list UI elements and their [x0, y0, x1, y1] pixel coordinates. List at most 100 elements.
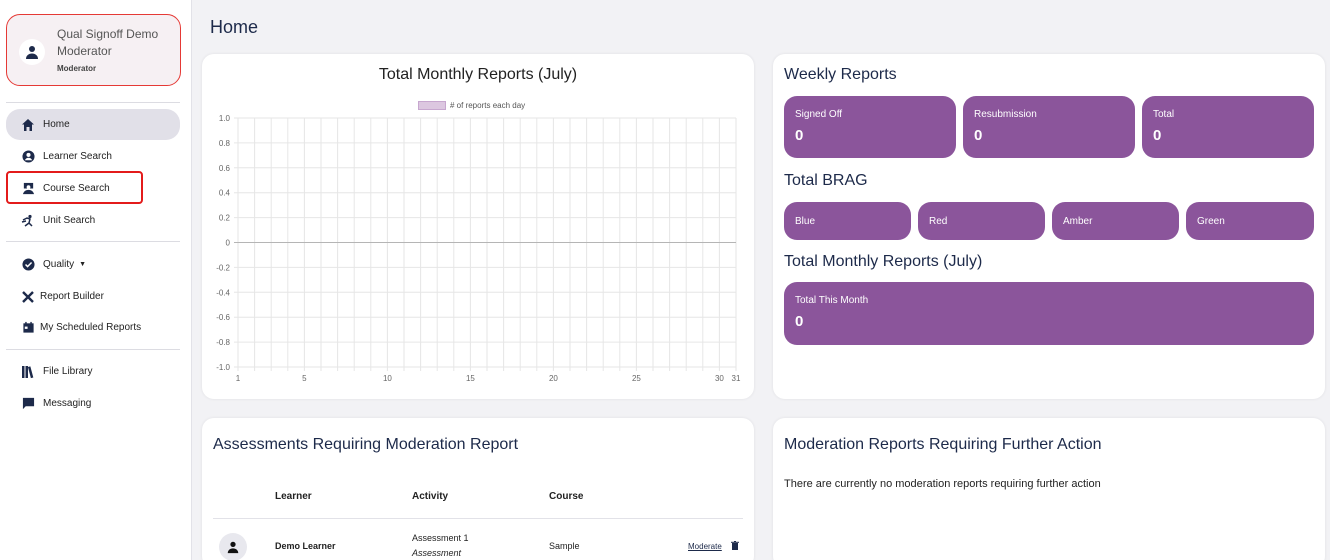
brag-amber[interactable]: Amber	[1052, 202, 1179, 240]
y-tick-label: -0.4	[216, 288, 230, 297]
unit-icon	[20, 213, 36, 229]
sidebar-item-label: Course Search	[43, 183, 110, 194]
stat-label: Signed Off	[795, 109, 843, 120]
sidebar-divider	[6, 241, 180, 242]
y-tick-label: 0.6	[219, 164, 231, 173]
y-tick-label: -1.0	[216, 363, 230, 372]
stat-label: Total	[1153, 109, 1175, 120]
user-role: Moderator	[57, 64, 97, 73]
brag-blue[interactable]: Blue	[784, 202, 911, 240]
delete-icon[interactable]	[731, 541, 739, 552]
sidebar-item-messaging[interactable]: Messaging	[6, 388, 180, 419]
moderation-title: Moderation Reports Requiring Further Act…	[784, 436, 1102, 453]
y-tick-label: 0.4	[219, 189, 231, 198]
sidebar-item-label: Report Builder	[40, 291, 104, 302]
sidebar-divider	[6, 102, 180, 103]
sidebar-item-label: File Library	[43, 366, 93, 377]
stat-value: 0	[1153, 127, 1162, 144]
x-tick-label: 31	[732, 374, 741, 383]
monthly-total-stat[interactable]: Total This Month 0	[784, 282, 1314, 345]
x-tick-label: 10	[383, 374, 392, 383]
weekly-reports-card: Weekly Reports Signed Off 0 Resubmission…	[773, 54, 1325, 399]
sidebar-item-learner-search[interactable]: Learner Search	[6, 141, 180, 172]
monthly-reports-chart: 1.00.80.60.40.20-0.2-0.4-0.6-0.8-1.01 5 10…	[216, 114, 741, 383]
x-tick-label: 15	[466, 374, 475, 383]
weekly-reports-title: Weekly Reports	[784, 66, 897, 83]
check-circle-icon	[20, 257, 36, 273]
sidebar-item-file-library[interactable]: File Library	[6, 356, 180, 387]
calendar-icon	[20, 320, 36, 336]
activity-name: Assessment 1	[412, 533, 469, 543]
sidebar-item-label: Unit Search	[43, 215, 96, 226]
sidebar-item-home[interactable]: Home	[6, 109, 180, 140]
home-icon	[20, 117, 36, 133]
x-tick-label: 1	[236, 374, 241, 383]
assessments-card: Assessments Requiring Moderation Report …	[202, 418, 754, 560]
signed-off-stat[interactable]: Signed Off 0	[784, 96, 956, 158]
sidebar-item-label: My Scheduled Reports	[40, 322, 142, 333]
sidebar-item-quality[interactable]: Quality ▼	[6, 249, 180, 280]
course-name: Sample	[549, 541, 580, 551]
stat-value: 0	[974, 127, 983, 144]
stat-label: Resubmission	[974, 109, 1037, 120]
total-stat[interactable]: Total 0	[1142, 96, 1314, 158]
user-profile-card[interactable]: Qual Signoff Demo Moderator Moderator	[6, 14, 181, 86]
sidebar: Qual Signoff Demo Moderator Moderator Ho…	[0, 0, 192, 560]
sidebar-item-label: Learner Search	[43, 151, 112, 162]
y-tick-label: -0.8	[216, 338, 230, 347]
column-header-activity[interactable]: Activity	[412, 491, 449, 502]
user-icon	[19, 39, 45, 65]
resubmission-stat[interactable]: Resubmission 0	[963, 96, 1135, 158]
moderation-reports-card: Moderation Reports Requiring Further Act…	[773, 418, 1325, 560]
moderate-link[interactable]: Moderate	[688, 542, 722, 551]
chart-title: Total Monthly Reports (July)	[378, 66, 578, 83]
account-circle-icon	[20, 149, 36, 165]
stat-value: 0	[795, 313, 804, 330]
column-header-course[interactable]: Course	[549, 491, 584, 502]
total-brag-title: Total BRAG	[784, 172, 868, 189]
page-title: Home	[210, 17, 259, 37]
sidebar-divider	[6, 349, 180, 350]
stat-label: Total This Month	[795, 295, 869, 306]
activity-type: Assessment	[412, 548, 462, 558]
brag-green[interactable]: Green	[1186, 202, 1314, 240]
assessments-title: Assessments Requiring Moderation Report	[213, 436, 519, 453]
y-tick-label: -0.6	[216, 313, 230, 322]
sidebar-item-label: Messaging	[43, 398, 92, 409]
highlight-box	[6, 171, 143, 204]
user-name: Qual Signoff Demo Moderator	[57, 27, 159, 58]
legend-label: # of reports each day	[450, 101, 526, 110]
brag-red[interactable]: Red	[918, 202, 1045, 240]
sidebar-item-unit-search[interactable]: Unit Search	[6, 205, 180, 236]
sidebar-item-scheduled-reports[interactable]: My Scheduled Reports	[6, 312, 180, 343]
message-icon	[20, 396, 36, 412]
stat-value: 0	[795, 127, 804, 144]
sidebar-item-report-builder[interactable]: Report Builder	[6, 281, 180, 312]
monthly-reports-chart-card: 1.0 0.8 0.6 0.4 0.2 0 -0.2 -0.4 -0.6 -0.8 -1.0 1 5 10…	[202, 54, 754, 399]
learner-name: Demo Learner	[275, 541, 336, 551]
x-tick-label: 25	[632, 374, 641, 383]
y-tick-label: 0	[226, 239, 231, 248]
y-tick-label: 0.8	[219, 139, 231, 148]
empty-state-text: There are currently no moderation report…	[784, 478, 1101, 490]
legend-swatch	[418, 101, 446, 110]
y-tick-label: -0.2	[216, 263, 230, 272]
sidebar-item-course-search[interactable]: Course Search	[6, 173, 180, 204]
caret-down-icon: ▼	[79, 261, 87, 268]
course-icon	[20, 181, 36, 197]
user-icon	[219, 533, 247, 560]
chart-legend[interactable]: # of reports each day	[418, 101, 525, 110]
x-tick-label: 30	[715, 374, 724, 383]
column-header-learner[interactable]: Learner	[275, 491, 312, 502]
table-divider	[213, 518, 743, 519]
sidebar-item-label: Quality	[43, 259, 75, 270]
library-icon	[20, 364, 36, 380]
x-tick-label: 20	[549, 374, 558, 383]
y-tick-label: 0.2	[219, 214, 231, 223]
tools-icon	[20, 289, 36, 305]
sidebar-item-label: Home	[43, 119, 70, 130]
y-tick-label: 1.0	[219, 114, 231, 123]
monthly-total-title: Total Monthly Reports (July)	[784, 253, 983, 270]
x-tick-label: 5	[302, 374, 307, 383]
